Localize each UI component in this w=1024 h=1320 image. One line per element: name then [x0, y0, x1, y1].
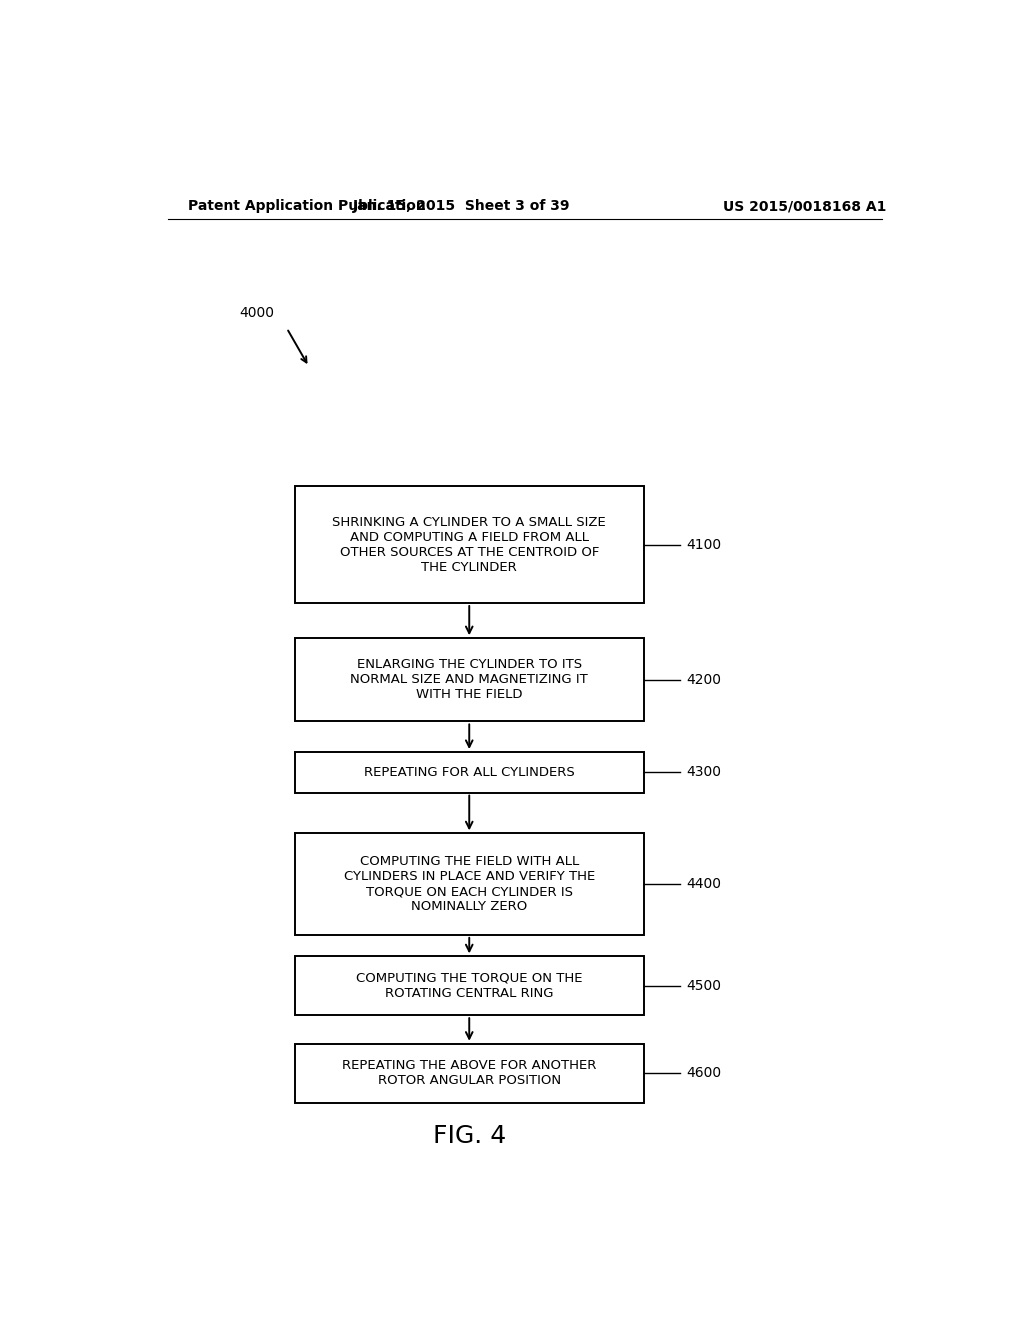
- Text: Patent Application Publication: Patent Application Publication: [187, 199, 425, 213]
- Text: REPEATING FOR ALL CYLINDERS: REPEATING FOR ALL CYLINDERS: [364, 766, 574, 779]
- Text: 4500: 4500: [686, 978, 721, 993]
- Text: ENLARGING THE CYLINDER TO ITS
NORMAL SIZE AND MAGNETIZING IT
WITH THE FIELD: ENLARGING THE CYLINDER TO ITS NORMAL SIZ…: [350, 659, 588, 701]
- Bar: [295, 486, 644, 603]
- Text: COMPUTING THE TORQUE ON THE
ROTATING CENTRAL RING: COMPUTING THE TORQUE ON THE ROTATING CEN…: [356, 972, 583, 999]
- Text: 4200: 4200: [686, 673, 721, 686]
- Bar: [295, 752, 644, 792]
- Text: 4000: 4000: [240, 306, 274, 319]
- Text: REPEATING THE ABOVE FOR ANOTHER
ROTOR ANGULAR POSITION: REPEATING THE ABOVE FOR ANOTHER ROTOR AN…: [342, 1059, 596, 1088]
- Text: 4300: 4300: [686, 766, 721, 779]
- Text: COMPUTING THE FIELD WITH ALL
CYLINDERS IN PLACE AND VERIFY THE
TORQUE ON EACH CY: COMPUTING THE FIELD WITH ALL CYLINDERS I…: [344, 855, 595, 913]
- Text: Jan. 15, 2015  Sheet 3 of 39: Jan. 15, 2015 Sheet 3 of 39: [352, 199, 570, 213]
- Bar: [295, 1044, 644, 1102]
- Text: FIG. 4: FIG. 4: [432, 1125, 506, 1148]
- Bar: [295, 638, 644, 722]
- Bar: [295, 956, 644, 1015]
- Bar: [295, 833, 644, 935]
- Text: 4100: 4100: [686, 537, 721, 552]
- Text: SHRINKING A CYLINDER TO A SMALL SIZE
AND COMPUTING A FIELD FROM ALL
OTHER SOURCE: SHRINKING A CYLINDER TO A SMALL SIZE AND…: [333, 516, 606, 574]
- Text: US 2015/0018168 A1: US 2015/0018168 A1: [723, 199, 887, 213]
- Text: 4600: 4600: [686, 1067, 721, 1080]
- Text: 4400: 4400: [686, 876, 721, 891]
